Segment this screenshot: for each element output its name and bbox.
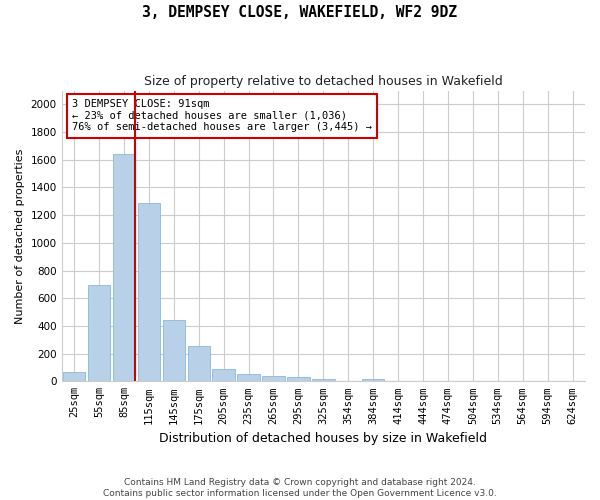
- Bar: [163, 320, 185, 382]
- Bar: [287, 378, 310, 382]
- Text: 3, DEMPSEY CLOSE, WAKEFIELD, WF2 9DZ: 3, DEMPSEY CLOSE, WAKEFIELD, WF2 9DZ: [143, 5, 458, 20]
- Bar: [63, 372, 85, 382]
- Bar: [238, 374, 260, 382]
- Text: Contains HM Land Registry data © Crown copyright and database right 2024.
Contai: Contains HM Land Registry data © Crown c…: [103, 478, 497, 498]
- Bar: [212, 369, 235, 382]
- Text: 3 DEMPSEY CLOSE: 91sqm
← 23% of detached houses are smaller (1,036)
76% of semi-: 3 DEMPSEY CLOSE: 91sqm ← 23% of detached…: [72, 100, 372, 132]
- Bar: [88, 285, 110, 382]
- Bar: [188, 346, 210, 382]
- Bar: [362, 379, 385, 382]
- Y-axis label: Number of detached properties: Number of detached properties: [15, 148, 25, 324]
- Bar: [113, 154, 135, 382]
- Bar: [312, 379, 335, 382]
- Title: Size of property relative to detached houses in Wakefield: Size of property relative to detached ho…: [144, 75, 503, 88]
- Bar: [262, 376, 285, 382]
- Bar: [137, 204, 160, 382]
- X-axis label: Distribution of detached houses by size in Wakefield: Distribution of detached houses by size …: [160, 432, 487, 445]
